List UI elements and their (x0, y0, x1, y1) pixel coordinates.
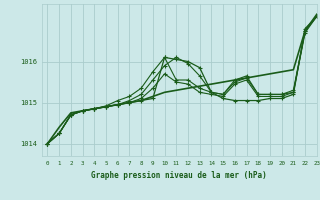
X-axis label: Graphe pression niveau de la mer (hPa): Graphe pression niveau de la mer (hPa) (91, 171, 267, 180)
